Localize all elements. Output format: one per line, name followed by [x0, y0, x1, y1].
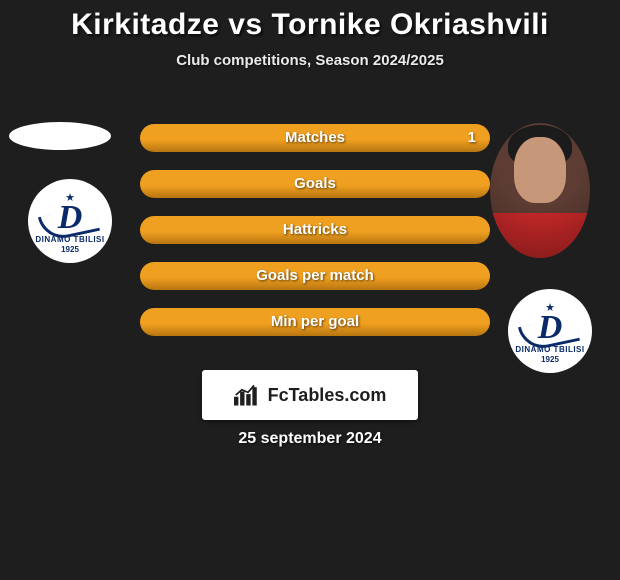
- dinamo-badge: ★ D DINAMO TBILISI 1925: [508, 289, 592, 373]
- badge-club-year: 1925: [61, 245, 79, 254]
- page-title: Kirkitadze vs Tornike Okriashvili: [0, 8, 620, 42]
- badge-letter: D: [538, 313, 563, 343]
- stat-right-value: 1: [468, 124, 476, 152]
- left-player-club-badge: ★ D DINAMO TBILISI 1925: [28, 179, 112, 263]
- brand-label: FcTables.com: [268, 385, 387, 406]
- right-player-avatar: [490, 123, 590, 258]
- stat-label: Min per goal: [140, 308, 490, 336]
- stat-row-goals-per-match: Goals per match: [140, 262, 490, 290]
- bars-icon: [234, 384, 262, 406]
- stat-label: Hattricks: [140, 216, 490, 244]
- date-label: 25 september 2024: [0, 430, 620, 448]
- badge-club-year: 1925: [541, 355, 559, 364]
- comparison-card: Kirkitadze vs Tornike Okriashvili Club c…: [0, 0, 620, 580]
- right-player-club-badge: ★ D DINAMO TBILISI 1925: [508, 289, 592, 373]
- page-subtitle: Club competitions, Season 2024/2025: [0, 52, 620, 69]
- stat-row-goals: Goals: [140, 170, 490, 198]
- left-player-avatar: [9, 122, 111, 150]
- stat-label: Goals per match: [140, 262, 490, 290]
- stats-container: Matches 1 Goals Hattricks Goals per matc…: [140, 124, 490, 354]
- badge-letter: D: [58, 203, 83, 233]
- stat-label: Goals: [140, 170, 490, 198]
- brand-badge: FcTables.com: [202, 370, 418, 420]
- stat-label: Matches: [140, 124, 490, 152]
- dinamo-badge: ★ D DINAMO TBILISI 1925: [28, 179, 112, 263]
- stat-row-hattricks: Hattricks: [140, 216, 490, 244]
- stat-row-matches: Matches 1: [140, 124, 490, 152]
- stat-row-min-per-goal: Min per goal: [140, 308, 490, 336]
